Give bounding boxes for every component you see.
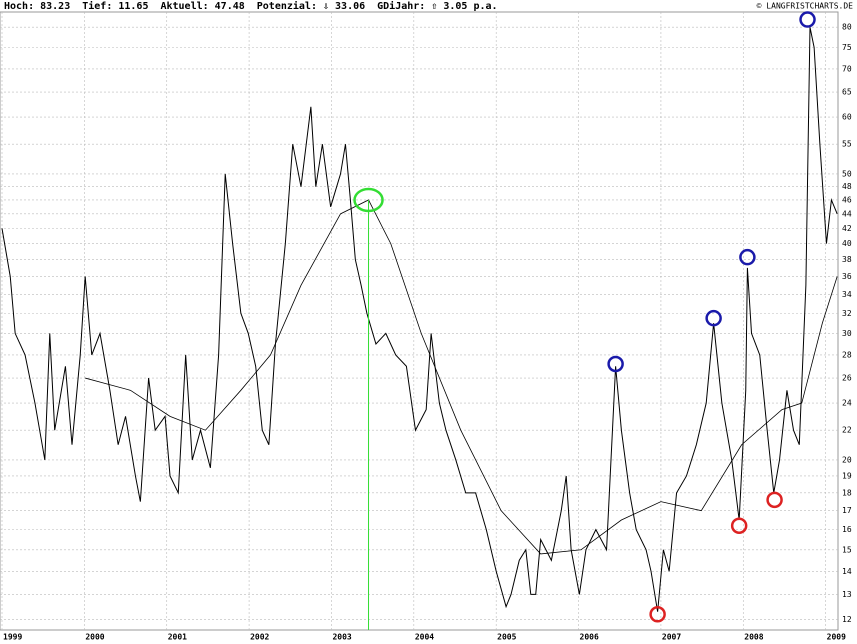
- y-tick-label: 60: [842, 113, 852, 122]
- y-tick-label: 46: [842, 195, 852, 204]
- y-tick-label: 24: [842, 399, 852, 408]
- y-tick-label: 19: [842, 471, 852, 480]
- y-tick-label: 36: [842, 272, 852, 281]
- y-tick-label: 32: [842, 309, 852, 318]
- y-tick-label: 22: [842, 426, 852, 435]
- y-tick-label: 70: [842, 64, 852, 73]
- y-tick-label: 55: [842, 140, 852, 149]
- y-tick-label: 50: [842, 169, 852, 178]
- y-tick-label: 14: [842, 567, 852, 576]
- y-tick-label: 38: [842, 255, 852, 264]
- header-stat: Hoch: 83.23: [4, 1, 70, 12]
- y-tick-label: 42: [842, 224, 852, 233]
- y-tick-label: 65: [842, 88, 852, 97]
- highlight-circle: [739, 248, 756, 266]
- y-tick-label: 48: [842, 182, 852, 191]
- y-tick-label: 34: [842, 290, 852, 299]
- highlight-circle: [766, 491, 783, 509]
- x-tick-label: 2008: [744, 633, 763, 642]
- highlight-circle: [705, 309, 722, 327]
- header-stat: Potenzial: ⇩ 33.06: [257, 0, 365, 12]
- y-tick-label: 26: [842, 374, 852, 383]
- y-tick-label: 13: [842, 590, 852, 599]
- y-tick-label: 75: [842, 43, 852, 52]
- x-tick-label: 2007: [662, 633, 681, 642]
- y-tick-label: 17: [842, 506, 852, 515]
- y-tick-label: 20: [842, 455, 852, 464]
- y-tick-label: 12: [842, 615, 852, 624]
- header-stat: Aktuell: 47.48: [160, 1, 244, 12]
- highlight-circle: [799, 11, 816, 28]
- x-tick-label: 2006: [580, 633, 599, 642]
- price-line: [85, 199, 838, 555]
- highlight-circle: [607, 355, 624, 373]
- highlight-circle: [353, 187, 384, 213]
- y-tick-label: 28: [842, 350, 852, 359]
- x-tick-label: 2004: [415, 633, 434, 642]
- x-tick-label: 1999: [3, 633, 22, 642]
- price-line: [1, 27, 838, 612]
- x-tick-label: 2005: [497, 633, 516, 642]
- y-tick-label: 18: [842, 488, 852, 497]
- header-stat: GDiJahr: ⇧ 3.05 p.a.: [377, 0, 497, 12]
- y-tick-label: 80: [842, 23, 852, 32]
- source: © LANGFRISTCHARTS.DE: [757, 2, 854, 11]
- x-tick-label: 2001: [168, 633, 187, 642]
- y-tick-label: 15: [842, 545, 852, 554]
- x-tick-label: 2002: [250, 633, 269, 642]
- x-tick-label: 2003: [332, 633, 351, 642]
- y-tick-label: 30: [842, 329, 852, 338]
- header-stat: Tief: 11.65: [82, 0, 148, 12]
- y-tick-label: 16: [842, 525, 852, 534]
- y-tick-label: 44: [842, 209, 852, 218]
- plot-frame: [0, 11, 839, 631]
- highlight-circle: [649, 606, 666, 623]
- y-tick-label: 40: [842, 239, 852, 248]
- x-tick-label: 2000: [85, 633, 104, 642]
- highlight-circle: [730, 517, 748, 534]
- x-tick-label: 2009: [827, 633, 846, 642]
